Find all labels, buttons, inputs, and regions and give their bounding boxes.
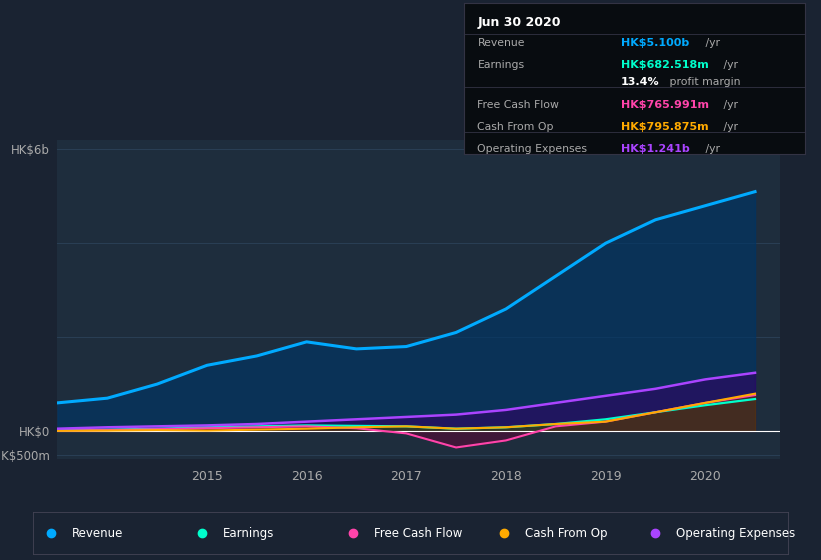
Text: HK$795.875m: HK$795.875m [621,122,709,132]
Text: Operating Expenses: Operating Expenses [677,527,796,540]
Text: /yr: /yr [719,60,737,70]
Text: /yr: /yr [719,122,737,132]
Text: 13.4%: 13.4% [621,77,659,87]
Text: HK$1.241b: HK$1.241b [621,144,690,154]
Text: profit margin: profit margin [666,77,740,87]
Text: Cash From Op: Cash From Op [525,527,608,540]
Text: HK$765.991m: HK$765.991m [621,100,709,110]
Text: Earnings: Earnings [223,527,274,540]
Text: Revenue: Revenue [72,527,123,540]
Text: /yr: /yr [702,38,719,48]
Text: Cash From Op: Cash From Op [478,122,554,132]
Text: Earnings: Earnings [478,60,525,70]
Text: /yr: /yr [719,100,737,110]
Text: /yr: /yr [702,144,719,154]
Text: Free Cash Flow: Free Cash Flow [478,100,559,110]
Text: Free Cash Flow: Free Cash Flow [374,527,462,540]
Text: Revenue: Revenue [478,38,525,48]
Text: HK$5.100b: HK$5.100b [621,38,689,48]
Text: HK$682.518m: HK$682.518m [621,60,709,70]
Text: Operating Expenses: Operating Expenses [478,144,588,154]
Text: Jun 30 2020: Jun 30 2020 [478,16,561,30]
